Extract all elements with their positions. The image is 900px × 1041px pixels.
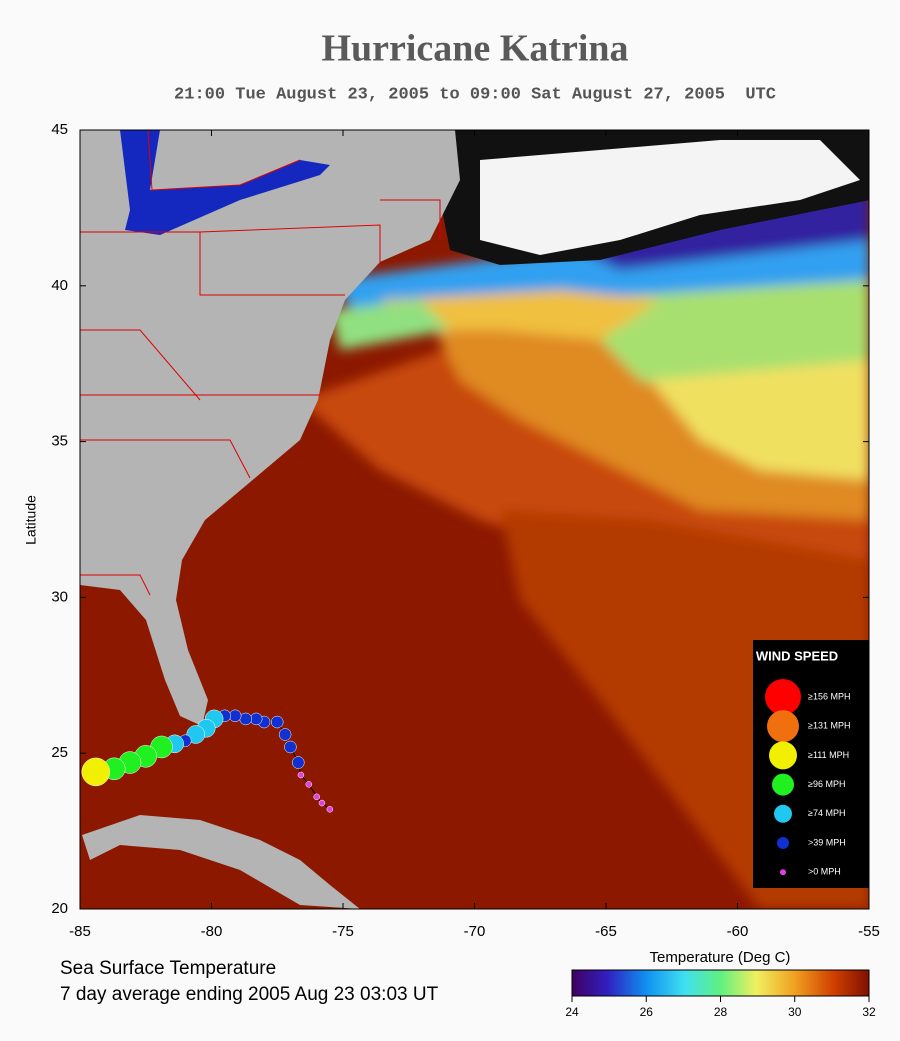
track-point xyxy=(284,740,297,754)
y-tick-label: 20 xyxy=(51,900,68,917)
legend-marker xyxy=(772,773,794,796)
y-tick-label: 45 xyxy=(51,121,68,138)
subtitle: 21:00 Tue August 23, 2005 to 09:00 Sat A… xyxy=(174,85,776,104)
track-point xyxy=(313,793,320,801)
track-point xyxy=(186,725,205,744)
legend-label: >39 MPH xyxy=(808,837,846,847)
track-point xyxy=(81,757,111,787)
track-point xyxy=(318,799,326,807)
x-tick-label: -85 xyxy=(69,923,91,940)
cloud-mask xyxy=(480,140,860,255)
x-tick-label: -60 xyxy=(727,923,749,940)
colorbar xyxy=(571,969,870,997)
legend-label: ≥111 MPH xyxy=(808,750,849,760)
legend-label: ≥74 MPH xyxy=(808,808,845,818)
track-point xyxy=(278,728,292,741)
caption-line: 7 day average ending 2005 Aug 23 03:03 U… xyxy=(60,984,439,1005)
y-tick-label: 35 xyxy=(51,433,68,450)
x-tick-label: -80 xyxy=(201,923,223,940)
colorbar-tick-label: 28 xyxy=(714,1005,728,1019)
borders xyxy=(80,130,441,596)
land xyxy=(80,130,460,726)
legend-title: WIND SPEED xyxy=(756,648,838,663)
legend-label: ≥156 MPH xyxy=(808,691,850,701)
legend-marker xyxy=(765,679,801,715)
colorbar-tick-label: 30 xyxy=(788,1005,802,1019)
colorbar-tick-label: 26 xyxy=(640,1005,654,1019)
x-tick-label: -75 xyxy=(332,923,354,940)
legend-label: ≥131 MPH xyxy=(808,721,850,731)
legend-label: ≥96 MPH xyxy=(808,779,845,789)
map-image xyxy=(80,130,869,909)
track-point xyxy=(305,781,313,788)
legend-marker xyxy=(767,710,799,743)
colorbar-label: Temperature (Deg C) xyxy=(650,949,791,966)
track-point xyxy=(297,771,305,779)
cuba xyxy=(82,815,360,909)
caption-line: Sea Surface Temperature xyxy=(60,958,276,979)
y-tick-label: 25 xyxy=(51,744,68,761)
legend-marker xyxy=(780,869,786,876)
track-point xyxy=(228,709,242,723)
track-point xyxy=(326,806,334,813)
colorbar-tick-label: 32 xyxy=(862,1005,876,1019)
track-point xyxy=(249,712,263,726)
legend-box xyxy=(753,640,869,888)
track-point xyxy=(271,715,284,729)
legend-marker xyxy=(769,741,797,770)
y-axis-label: Latitude xyxy=(23,495,39,545)
y-tick-label: 30 xyxy=(51,588,68,605)
legend-label: >0 MPH xyxy=(808,867,841,877)
y-tick-label: 40 xyxy=(51,277,68,294)
track-point xyxy=(292,756,305,769)
great-lakes xyxy=(120,130,330,235)
x-tick-label: -70 xyxy=(464,923,486,940)
x-tick-label: -55 xyxy=(858,923,880,940)
legend-marker xyxy=(777,837,789,849)
x-tick-label: -65 xyxy=(595,923,617,940)
colorbar-tick-label: 24 xyxy=(565,1005,579,1019)
track-point xyxy=(239,712,252,726)
legend-marker xyxy=(774,804,792,823)
title: Hurricane Katrina xyxy=(321,28,628,70)
